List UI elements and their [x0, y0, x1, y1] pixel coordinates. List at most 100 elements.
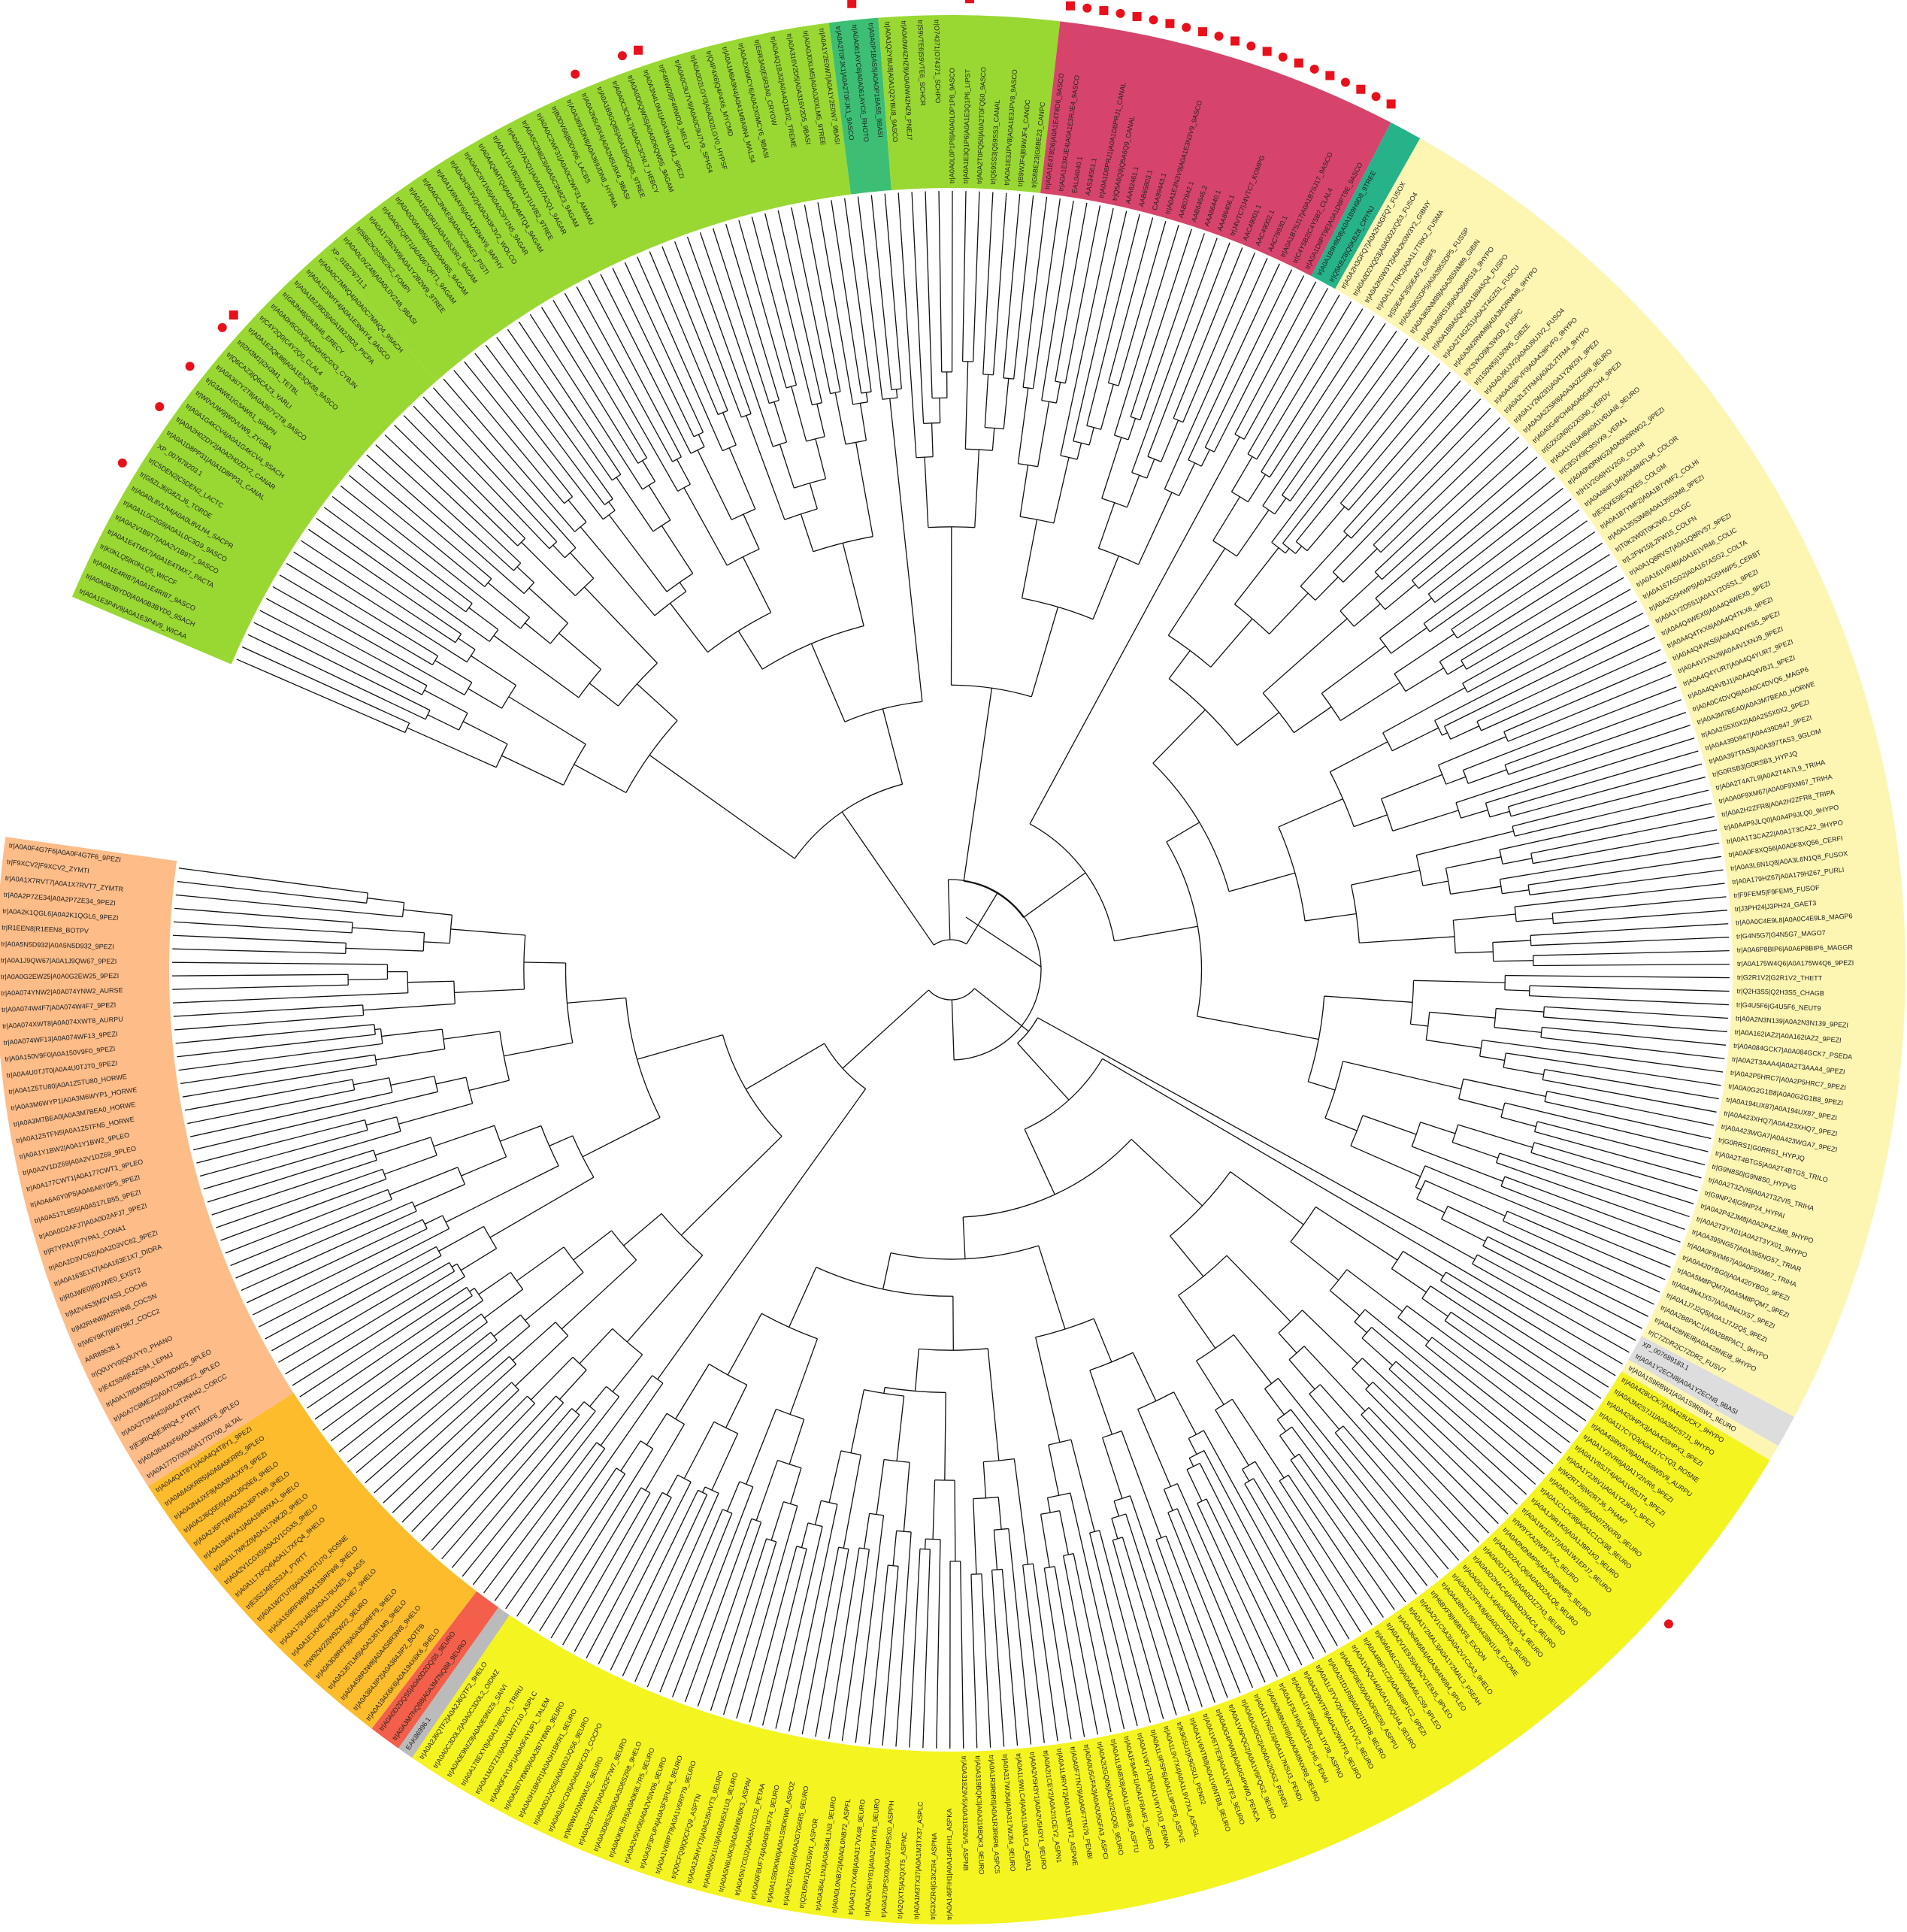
- rim-marker: [229, 310, 238, 320]
- branch-line: [1423, 509, 1580, 624]
- rim-marker: [155, 402, 165, 412]
- branch-line: [576, 286, 674, 462]
- branch-line: [841, 1549, 870, 1741]
- branch-line: [1070, 1439, 1095, 1532]
- branch-line: [1351, 398, 1482, 539]
- branch-line: [889, 398, 923, 702]
- branch-line: [469, 1288, 475, 1292]
- branch-line: [1277, 1378, 1439, 1578]
- branch-arc: [1361, 1327, 1373, 1339]
- branch-line: [1126, 474, 1140, 508]
- branch-line: [1371, 1327, 1545, 1475]
- branch-line: [755, 1460, 779, 1521]
- branch-line: [1073, 1553, 1112, 1733]
- branch-line: [1434, 498, 1572, 603]
- branch-arc: [401, 902, 405, 917]
- branch-arc: [1437, 765, 1447, 785]
- branch-line: [855, 442, 873, 537]
- clade-sector-tremellomycetes: [1311, 123, 1421, 289]
- branch-arc: [453, 981, 456, 1004]
- branch-line: [178, 1043, 383, 1071]
- branch-line: [384, 1155, 437, 1175]
- branch-line: [1319, 1384, 1470, 1552]
- branch-arc: [431, 656, 439, 665]
- branch-line: [1430, 1285, 1602, 1399]
- branch-arc: [707, 612, 771, 653]
- clade-sector-eurotiomycetes: [412, 1371, 1770, 1925]
- branch-line: [1499, 1152, 1690, 1218]
- branch-line: [722, 412, 737, 446]
- branch-line: [1354, 1321, 1367, 1334]
- branch-line: [394, 424, 519, 547]
- branch-line: [984, 374, 989, 428]
- clade-sector-basidiomycota: [322, 23, 852, 381]
- branch-line: [384, 434, 522, 564]
- branch-line: [1372, 1381, 1509, 1515]
- branch-arc: [1147, 456, 1161, 462]
- branch-line: [1013, 1458, 1029, 1565]
- branch-line: [789, 1267, 817, 1328]
- branch-line: [600, 274, 692, 454]
- branch-line: [552, 299, 648, 459]
- branch-arc: [616, 1467, 625, 1475]
- branch-arc: [480, 1313, 488, 1323]
- branch-line: [610, 1490, 699, 1671]
- branch-line: [608, 514, 667, 592]
- branch-line: [189, 1092, 392, 1137]
- leaf-label: tr|G4N5G7|G4N5G7_MAGO7: [1736, 929, 1826, 940]
- branch-line: [1392, 810, 1459, 832]
- branch-line: [789, 1419, 805, 1464]
- branch-line: [648, 485, 671, 521]
- branch-line: [1424, 1179, 1506, 1217]
- branch-line: [178, 868, 368, 894]
- clade-sector-helotiales: [148, 1392, 477, 1729]
- branch-line: [1170, 1235, 1204, 1277]
- branch-arc: [1380, 798, 1394, 831]
- branch-line: [982, 192, 994, 374]
- branch-line: [1342, 1061, 1462, 1090]
- leaf-label: tr|Q2H3S5|Q2H3S5_CHAGB: [1736, 987, 1824, 997]
- branch-line: [1032, 1564, 1058, 1742]
- branch-line: [414, 1183, 465, 1207]
- branch-line: [1309, 1393, 1340, 1430]
- branch-line: [1353, 603, 1381, 627]
- branch-line: [1226, 1255, 1291, 1322]
- branch-arc: [421, 685, 428, 695]
- branch-line: [1546, 1091, 1715, 1126]
- rim-marker: [571, 69, 580, 79]
- branch-line: [461, 1156, 507, 1176]
- branch-line: [777, 210, 823, 403]
- branch-arc: [495, 743, 508, 768]
- branch-line: [392, 1389, 519, 1513]
- branch-line: [1364, 1309, 1554, 1464]
- branch-line: [1054, 1566, 1085, 1737]
- branch-line: [357, 465, 492, 580]
- branch-arc: [430, 1137, 437, 1155]
- branch-line: [1146, 459, 1155, 479]
- branch-arc: [722, 1034, 782, 1137]
- branch-line: [1352, 1368, 1370, 1386]
- branch-line: [1182, 252, 1256, 422]
- branch-arc: [916, 456, 934, 459]
- branch-line: [1391, 727, 1439, 752]
- branch-arc: [652, 519, 671, 532]
- rim-marker: [217, 323, 227, 332]
- branch-line: [1269, 592, 1309, 634]
- branch-line: [1062, 1555, 1098, 1735]
- rim-marker: [1294, 58, 1303, 68]
- branch-line: [184, 1079, 353, 1111]
- branch-line: [381, 1028, 443, 1037]
- branch-line: [1152, 709, 1206, 764]
- branch-line: [1502, 889, 1530, 895]
- branch-arc: [565, 962, 574, 1043]
- branch-arc: [739, 1481, 753, 1488]
- branch-line: [1234, 547, 1279, 605]
- branch-arc: [1492, 942, 1494, 961]
- branch-line: [299, 1286, 468, 1398]
- branch-line: [991, 428, 995, 451]
- branch-line: [612, 1354, 643, 1392]
- branch-line: [1528, 855, 1722, 886]
- branch-line: [882, 1252, 891, 1289]
- branch-line: [1544, 1069, 1719, 1100]
- branch-line: [172, 992, 408, 1004]
